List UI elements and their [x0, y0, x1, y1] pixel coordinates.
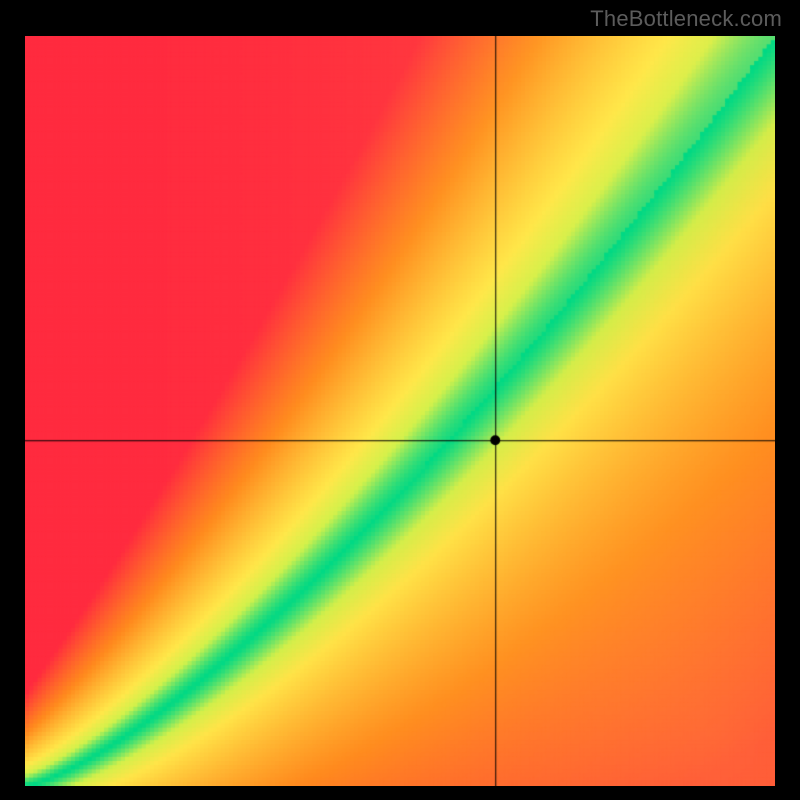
heatmap-plot	[25, 36, 775, 786]
crosshair-overlay	[25, 36, 775, 786]
chart-container: TheBottleneck.com	[0, 0, 800, 800]
watermark-text: TheBottleneck.com	[590, 6, 782, 32]
